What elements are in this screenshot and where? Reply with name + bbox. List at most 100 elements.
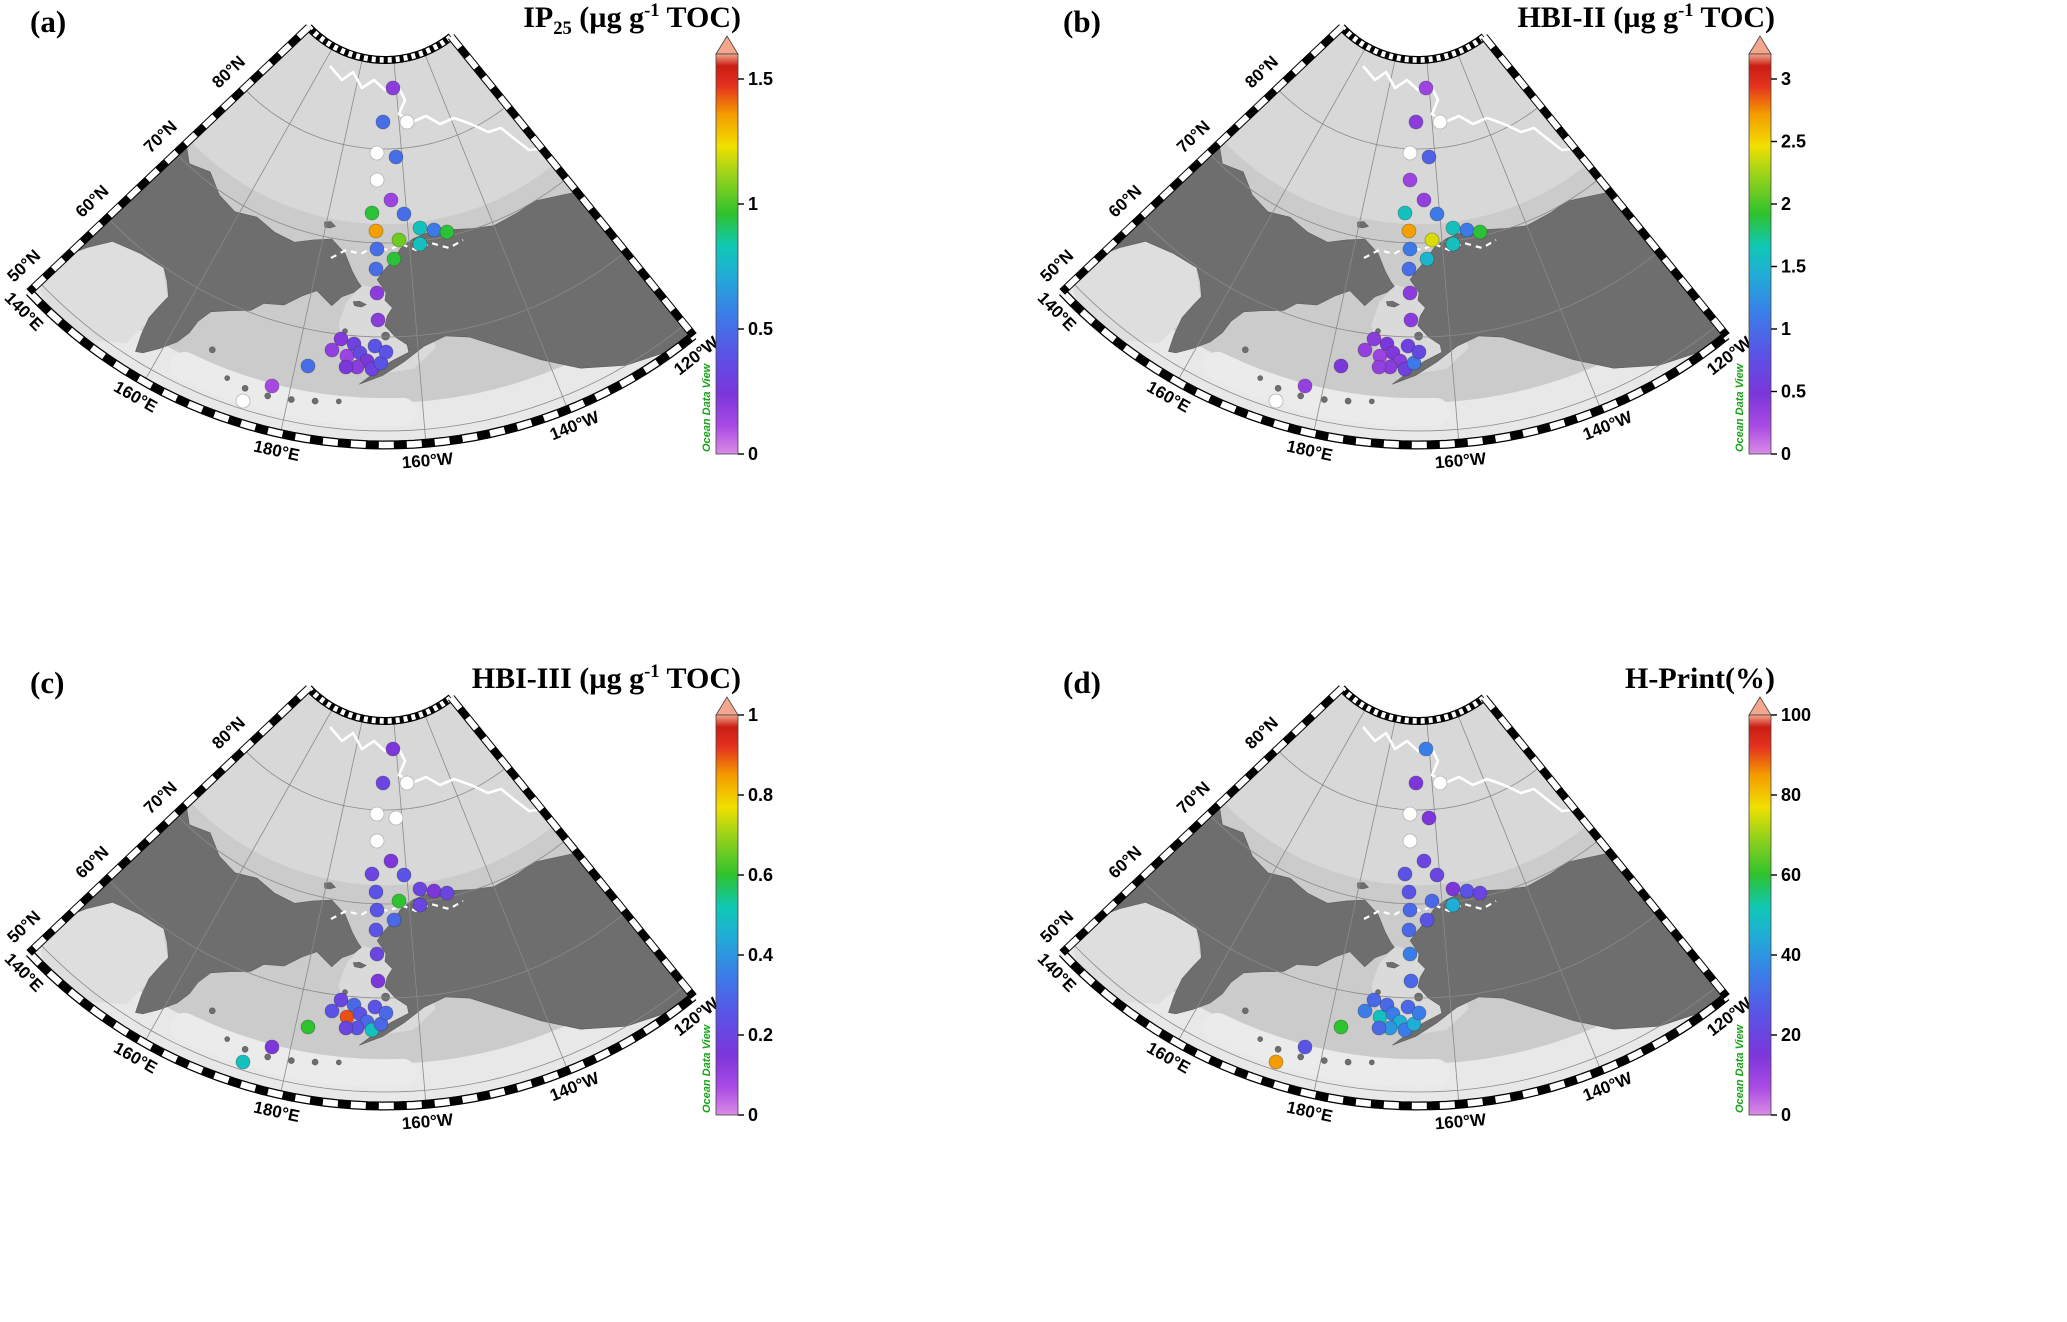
fan-map [29, 688, 694, 1106]
station-dot [399, 775, 415, 791]
station-dot [264, 378, 280, 394]
station-dot [1297, 378, 1313, 394]
island [335, 1059, 342, 1066]
station-dot [1268, 393, 1284, 409]
colorbar-tick-label: 0.4 [748, 945, 773, 965]
station-dot [368, 223, 384, 239]
station-dot [1268, 1054, 1284, 1070]
land-siberia [71, 803, 362, 1015]
island [1368, 1059, 1375, 1066]
station-dot [388, 149, 404, 165]
station-dot [1403, 973, 1419, 989]
station-dot [1402, 285, 1418, 301]
ice-edge-dashed-line [1363, 239, 1497, 259]
station-dots [1268, 741, 1488, 1070]
station-dot [412, 897, 428, 913]
station-dot [439, 224, 455, 240]
station-dot [1397, 866, 1413, 882]
colorbar-gradient [1748, 714, 1772, 1116]
colorbar-tick-label: 60 [1781, 865, 1801, 885]
station-dot [1445, 881, 1461, 897]
colorbar-tick-label: 1.5 [748, 69, 773, 89]
station-dot [1419, 912, 1435, 928]
station-dot [1401, 922, 1417, 938]
station-dot [1357, 1003, 1373, 1019]
station-dot [375, 775, 391, 791]
station-dot [1401, 261, 1417, 277]
station-dot [378, 344, 394, 360]
station-dot [338, 359, 354, 375]
colorbar-tick-label: 100 [1781, 705, 1811, 725]
panel-b: 80°N 70°N 60°N 50°N 140°E 160°E 180°E 160°W 140°… [1033, 0, 2067, 661]
island [1297, 1053, 1305, 1061]
panel-letter-a: (a) [30, 4, 67, 39]
station-dot [1402, 172, 1418, 188]
station-dot [369, 946, 385, 962]
station-dot [369, 145, 385, 161]
station-dot [1421, 149, 1437, 165]
station-dot [333, 992, 349, 1008]
station-dot [1445, 236, 1461, 252]
map-border [1058, 685, 1730, 1111]
land-layer [71, 803, 694, 1066]
colorbar: 0 0.5 1 1.5 2 2.5 3 Ocean Data View [1734, 35, 1806, 464]
lon-label: 160°W [1434, 1110, 1488, 1133]
station-dot [1408, 775, 1424, 791]
station-dot [383, 192, 399, 208]
station-dot [412, 236, 428, 252]
colorbar-tick-label: 0.8 [748, 785, 773, 805]
station-dot [364, 205, 380, 221]
station-dot [1401, 884, 1417, 900]
station-dot [1459, 222, 1475, 238]
station-dot [1472, 885, 1488, 901]
station-dot [1472, 224, 1488, 240]
station-dot [1429, 206, 1445, 222]
station-dots [235, 80, 455, 409]
island [287, 1057, 295, 1064]
station-dot [235, 1054, 251, 1070]
station-dot [333, 331, 349, 347]
colorbar-tick-label: 0.6 [748, 865, 773, 885]
colorbar-tick-label: 2.5 [1781, 132, 1806, 152]
station-dot [1445, 220, 1461, 236]
island-st-lawrence [352, 300, 367, 308]
station-dot [1411, 344, 1427, 360]
station-dot [367, 338, 383, 354]
island [209, 346, 216, 354]
island [335, 398, 342, 405]
station-dot [368, 884, 384, 900]
land-siberia [1104, 142, 1395, 354]
station-dot [235, 393, 251, 409]
island [1274, 1045, 1282, 1053]
station-dot [391, 232, 407, 248]
island [311, 1058, 319, 1066]
station-dot [1402, 806, 1418, 822]
colorbar-tick-label: 0 [748, 1105, 758, 1125]
station-dot [1432, 775, 1448, 791]
colorbar-tick-label: 20 [1781, 1025, 1801, 1045]
island [224, 1036, 230, 1042]
station-dot [399, 114, 415, 130]
station-dot [1400, 338, 1416, 354]
odv-credit: Ocean Data View [1734, 1023, 1746, 1113]
panel-title-c: HBI-III (µg g-1 TOC) [471, 661, 741, 695]
odv-credit: Ocean Data View [1734, 362, 1746, 452]
panel-letter-b: (b) [1063, 4, 1101, 39]
panel-a: 80°N 70°N 60°N 50°N 140°E 160°E 180°E 160°W 140°… [0, 0, 1033, 661]
station-dot [383, 853, 399, 869]
station-dot [1411, 1005, 1427, 1021]
station-dot [396, 867, 412, 883]
map-border [1058, 24, 1730, 450]
colorbar-tick-label: 1.5 [1781, 257, 1806, 277]
station-dots [235, 741, 455, 1070]
lon-label: 160°W [1434, 449, 1488, 472]
island [1242, 346, 1249, 354]
station-dot [439, 885, 455, 901]
station-dot [324, 1003, 340, 1019]
station-dot [264, 1039, 280, 1055]
colorbar-tick-label: 0.5 [748, 319, 773, 339]
colorbar: 0 20 40 60 80 100 Ocean Data View [1734, 696, 1811, 1125]
station-dot [1424, 232, 1440, 248]
colorbar-tick-label: 40 [1781, 945, 1801, 965]
